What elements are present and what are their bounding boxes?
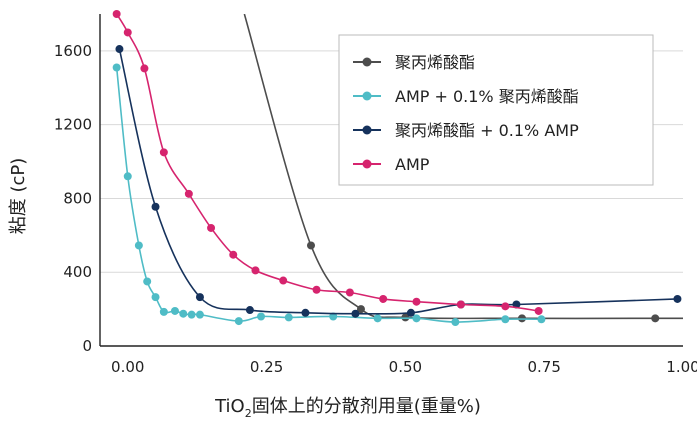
data-point	[151, 293, 160, 302]
legend-label: 聚丙烯酸酯	[395, 53, 475, 72]
legend-label: 聚丙烯酸酯 + 0.1% AMP	[395, 121, 579, 140]
x-tick-label: 0.25	[250, 358, 283, 376]
data-point	[123, 28, 132, 37]
x-tick-label: 1.00	[666, 358, 697, 376]
data-point	[112, 10, 121, 18]
series-line	[115, 14, 539, 312]
data-point	[412, 297, 421, 306]
data-point	[115, 45, 124, 54]
data-point	[207, 223, 216, 232]
data-point	[140, 64, 149, 73]
legend-marker	[362, 57, 372, 67]
legend-marker	[362, 125, 372, 135]
data-point	[284, 313, 293, 322]
x-axis-label-rest: 固体上的分散剂用量(重量%)	[252, 396, 481, 417]
y-tick-label: 1200	[54, 116, 92, 134]
series-3	[112, 10, 543, 315]
data-point	[406, 308, 415, 317]
data-point	[301, 308, 310, 317]
legend-box	[338, 34, 654, 186]
series-0	[243, 14, 683, 323]
data-point	[179, 309, 188, 318]
data-point	[451, 318, 460, 327]
y-axis-label: 粘度 (cP)	[8, 158, 29, 235]
data-point	[143, 277, 152, 286]
y-tick-label: 0	[82, 337, 92, 355]
y-tick-label: 800	[63, 189, 92, 207]
legend-label: AMP	[395, 155, 430, 174]
data-point	[651, 314, 660, 323]
data-point	[234, 317, 243, 326]
y-tick-labels: 0 400 800 1200 1600	[54, 42, 92, 355]
y-tick-label: 1600	[54, 42, 92, 60]
data-point	[501, 315, 510, 324]
data-point	[123, 172, 132, 181]
legend-item: AMP + 0.1% 聚丙烯酸酯	[353, 87, 579, 106]
data-point	[159, 307, 168, 316]
data-point	[351, 309, 360, 318]
x-tick-label: 0.75	[527, 358, 560, 376]
legend-marker	[362, 159, 372, 169]
data-point	[379, 294, 388, 303]
legend-label: AMP + 0.1% 聚丙烯酸酯	[395, 87, 579, 106]
data-point	[501, 302, 510, 311]
data-point	[195, 310, 204, 319]
data-point	[373, 314, 382, 323]
x-tick-label: 0.00	[111, 358, 144, 376]
y-tick-label: 400	[63, 263, 92, 281]
data-point	[229, 250, 238, 259]
x-tick-label: 0.50	[389, 358, 422, 376]
data-point	[151, 202, 160, 211]
x-tick-labels: 0.00 0.25 0.50 0.75 1.00	[111, 358, 697, 376]
data-point	[534, 306, 543, 315]
data-point	[456, 300, 465, 309]
data-point	[312, 285, 321, 294]
series-group	[112, 10, 683, 327]
series-1	[112, 63, 546, 327]
series-line	[243, 14, 683, 320]
data-point	[329, 312, 338, 321]
legend-item: 聚丙烯酸酯	[353, 53, 475, 72]
data-point	[170, 306, 179, 315]
data-point	[412, 314, 421, 323]
x-axis-label-main: TiO	[214, 396, 245, 417]
axes	[99, 14, 683, 347]
data-point	[306, 241, 315, 250]
data-point	[159, 148, 168, 157]
data-point	[673, 294, 682, 303]
data-point	[184, 189, 193, 198]
x-axis-label-subscript: 2	[245, 407, 252, 420]
data-point	[537, 315, 546, 324]
data-point	[512, 300, 521, 309]
data-point	[356, 305, 365, 314]
data-point	[251, 266, 260, 275]
data-point	[195, 293, 204, 302]
data-point	[257, 312, 266, 321]
legend-item: 聚丙烯酸酯 + 0.1% AMP	[353, 121, 579, 140]
data-point	[134, 241, 143, 250]
legend-item: AMP	[353, 155, 430, 174]
data-point	[112, 63, 121, 72]
legend-marker	[362, 91, 372, 101]
data-point	[245, 306, 254, 315]
data-point	[345, 288, 354, 297]
data-point	[187, 310, 196, 319]
data-point	[279, 276, 288, 285]
x-axis-label: TiO2固体上的分散剂用量(重量%)	[214, 396, 481, 420]
